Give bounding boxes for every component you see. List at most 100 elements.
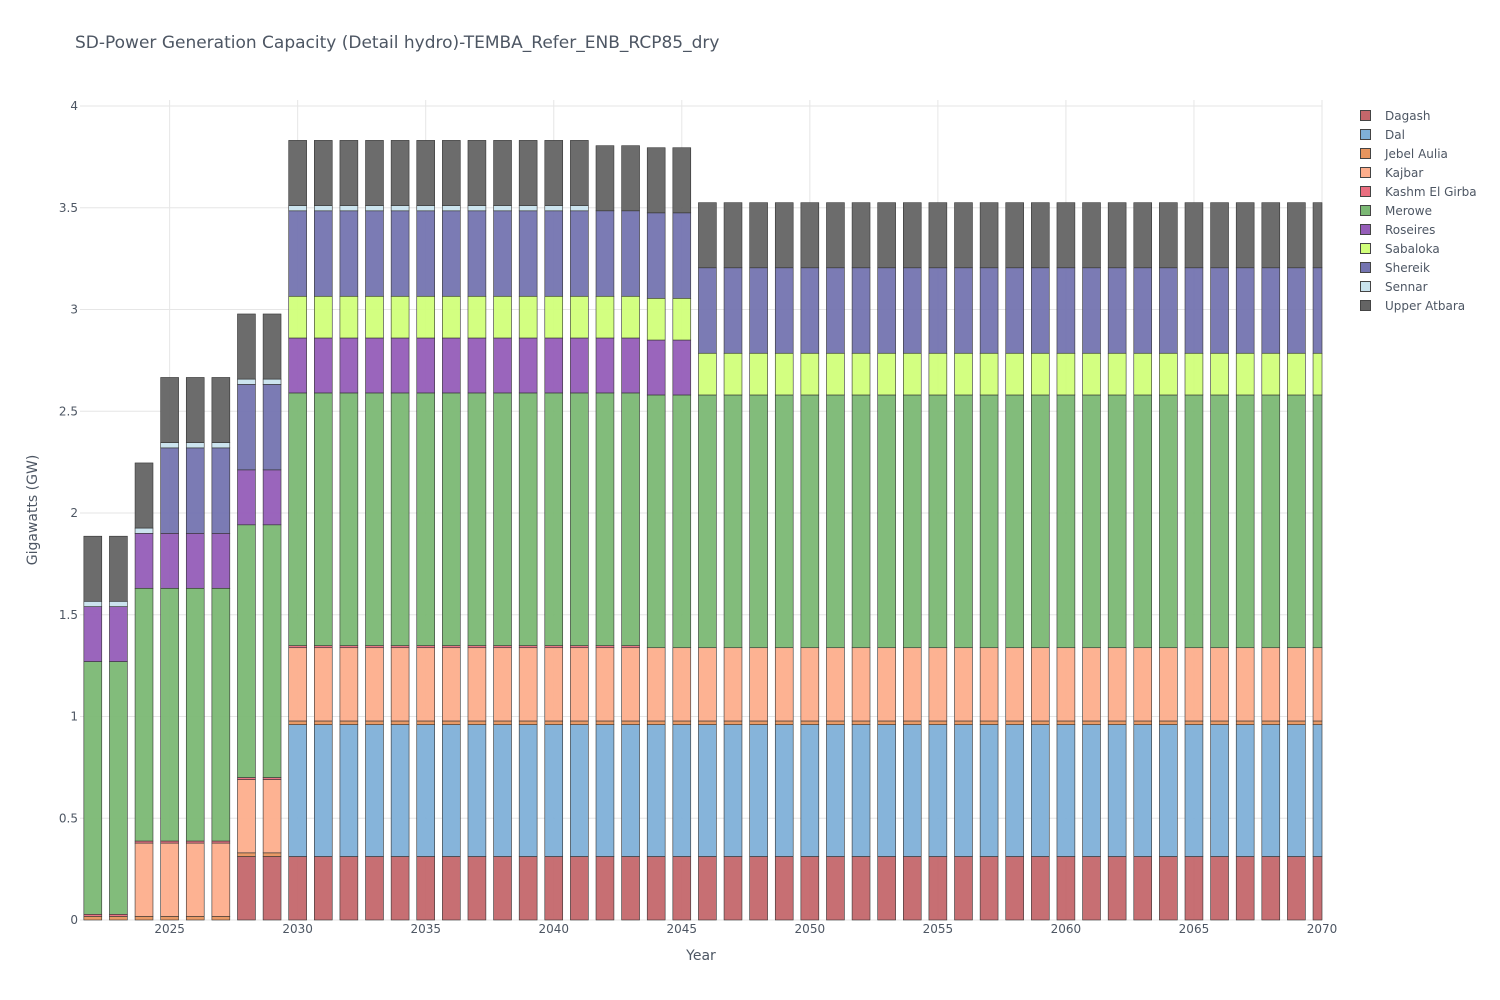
bar-segment	[160, 840, 179, 844]
bar-segment	[262, 852, 282, 857]
bar-segment	[134, 587, 154, 842]
bar-segment	[390, 337, 410, 394]
bar-segment	[442, 647, 461, 722]
bar-segment	[877, 647, 896, 722]
legend: Dagash Dal Jebel Aulia Kajbar Kashm El Girba…	[1360, 106, 1477, 315]
legend-item[interactable]: Merowe	[1360, 201, 1477, 220]
x-tick-label: 2050	[795, 922, 826, 936]
bar-segment	[1287, 394, 1306, 649]
bar-segment	[1082, 720, 1101, 725]
legend-item[interactable]: Kashm El Girba	[1360, 182, 1477, 201]
y-tick-label: 1	[70, 710, 78, 724]
bar-segment	[262, 779, 282, 854]
legend-item[interactable]: Dal	[1360, 125, 1477, 144]
legend-swatch	[1360, 167, 1371, 178]
bar-segment	[672, 647, 692, 722]
bar-segment	[979, 724, 999, 857]
legend-item[interactable]: Dagash	[1360, 106, 1477, 125]
bar-segment	[416, 720, 435, 725]
bar-segment	[1312, 267, 1323, 354]
bar-segment	[390, 720, 410, 725]
bar-segment	[442, 205, 461, 212]
bar-segment	[928, 647, 948, 722]
legend-swatch	[1360, 205, 1371, 216]
bar-segment	[1005, 856, 1024, 921]
bar-segment	[595, 210, 615, 297]
bar-segment	[1133, 720, 1153, 725]
bar-segment	[1312, 394, 1323, 649]
y-tick-label: 2	[70, 506, 78, 520]
legend-item[interactable]: Sennar	[1360, 277, 1477, 296]
bar-segment	[442, 392, 461, 646]
bar-segment	[1133, 856, 1153, 921]
bar-segment	[621, 145, 640, 212]
bar-segment	[1184, 267, 1204, 354]
bar-segment	[160, 447, 179, 534]
bar-segment	[493, 140, 512, 206]
bar-segment	[390, 647, 410, 722]
bar-segment	[774, 724, 794, 857]
legend-label: Kashm El Girba	[1385, 184, 1477, 199]
bar-segment	[595, 645, 615, 649]
bar-segment	[390, 295, 410, 339]
legend-swatch	[1360, 243, 1371, 254]
bar-segment	[1082, 856, 1101, 921]
bar-segment	[288, 337, 307, 394]
bar-segment	[851, 394, 871, 649]
bar-segment	[442, 140, 461, 206]
x-tick-label: 2025	[154, 922, 185, 936]
bar-segment	[1031, 352, 1050, 396]
bar-segment	[262, 524, 282, 778]
bar-segment	[288, 856, 307, 921]
bar-segment	[211, 916, 231, 921]
legend-swatch	[1360, 300, 1371, 311]
bar-segment	[800, 724, 820, 857]
legend-item[interactable]: Jebel Aulia	[1360, 144, 1477, 163]
bar-segment	[646, 212, 666, 299]
legend-label: Dagash	[1385, 108, 1431, 123]
bar-segment	[749, 202, 768, 269]
bar-segment	[160, 587, 179, 842]
bar-segment	[518, 392, 538, 646]
bar-segment	[1133, 724, 1153, 857]
bar-segment	[979, 352, 999, 396]
legend-label: Merowe	[1385, 203, 1432, 218]
bar-segment	[339, 647, 359, 722]
bar-segment	[774, 647, 794, 722]
bar-segment	[1133, 647, 1153, 722]
bar-segment	[1107, 202, 1127, 269]
bar-segment	[1312, 352, 1323, 396]
bar-segment	[493, 337, 512, 394]
bar-segment	[185, 840, 205, 844]
bar-segment	[903, 647, 922, 722]
bar-segment	[1107, 647, 1127, 722]
legend-item[interactable]: Sabaloka	[1360, 239, 1477, 258]
bar-segment	[672, 298, 692, 341]
bar-segment	[314, 724, 333, 857]
bar-segment	[211, 447, 231, 534]
bar-segment	[134, 840, 154, 844]
bar-segment	[467, 392, 487, 646]
legend-item[interactable]: Roseires	[1360, 220, 1477, 239]
bar-segment	[774, 352, 794, 396]
legend-item[interactable]: Kajbar	[1360, 163, 1477, 182]
bar-segment	[390, 392, 410, 646]
bar-segment	[1031, 647, 1050, 722]
bar-segment	[698, 647, 717, 722]
bar-segment	[570, 210, 589, 297]
bar-segment	[493, 856, 512, 921]
bar-segment	[493, 720, 512, 725]
x-tick-label: 2070	[1307, 922, 1338, 936]
bar-segment	[467, 337, 487, 394]
bar-segment	[83, 535, 103, 602]
bar-segment	[877, 352, 896, 396]
bar-segment	[416, 645, 435, 649]
bar-segment	[928, 352, 948, 396]
bar-segment	[314, 205, 333, 212]
legend-item[interactable]: Shereik	[1360, 258, 1477, 277]
bar-segment	[262, 469, 282, 526]
bar-segment	[1261, 202, 1281, 269]
legend-item[interactable]: Upper Atbara	[1360, 296, 1477, 315]
bar-segment	[109, 916, 128, 921]
